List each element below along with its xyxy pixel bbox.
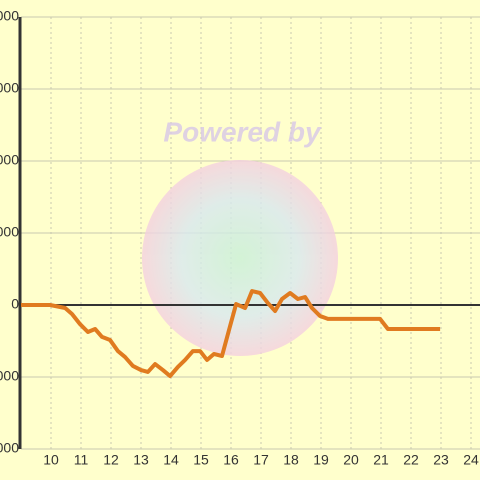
x-tick-label: 11 xyxy=(74,452,89,468)
x-tick-label: 13 xyxy=(133,452,149,468)
x-tick-label: 14 xyxy=(163,452,179,468)
x-tick-label: 23 xyxy=(433,452,449,468)
x-tick-label: 10 xyxy=(43,452,59,468)
y-tick-label: 6,000 xyxy=(0,152,19,168)
x-tick-label: 24 xyxy=(463,452,479,468)
y-tick-label: -6,000 xyxy=(0,440,19,456)
x-tick-label: 20 xyxy=(343,452,359,468)
y-tick-label: 12,000 xyxy=(0,8,19,24)
x-tick-label: 18 xyxy=(283,452,299,468)
data-line xyxy=(21,289,441,379)
watermark-logo xyxy=(142,160,338,356)
watermark: Powered by xyxy=(142,116,338,356)
y-tick-label: 3,000 xyxy=(0,224,19,240)
x-tick-label: 15 xyxy=(193,452,209,468)
x-tick-label: 12 xyxy=(103,452,119,468)
x-tick-label: 17 xyxy=(253,452,269,468)
x-tick-label: 22 xyxy=(403,452,419,468)
y-tick-label: -3,000 xyxy=(0,368,19,384)
y-tick-label: 9,000 xyxy=(0,80,19,96)
x-tick-label: 16 xyxy=(223,452,239,468)
y-tick-label: 0 xyxy=(11,296,19,312)
watermark-text: Powered by xyxy=(163,116,322,147)
x-tick-label: 19 xyxy=(313,452,329,468)
x-tick-label: 21 xyxy=(373,452,389,468)
